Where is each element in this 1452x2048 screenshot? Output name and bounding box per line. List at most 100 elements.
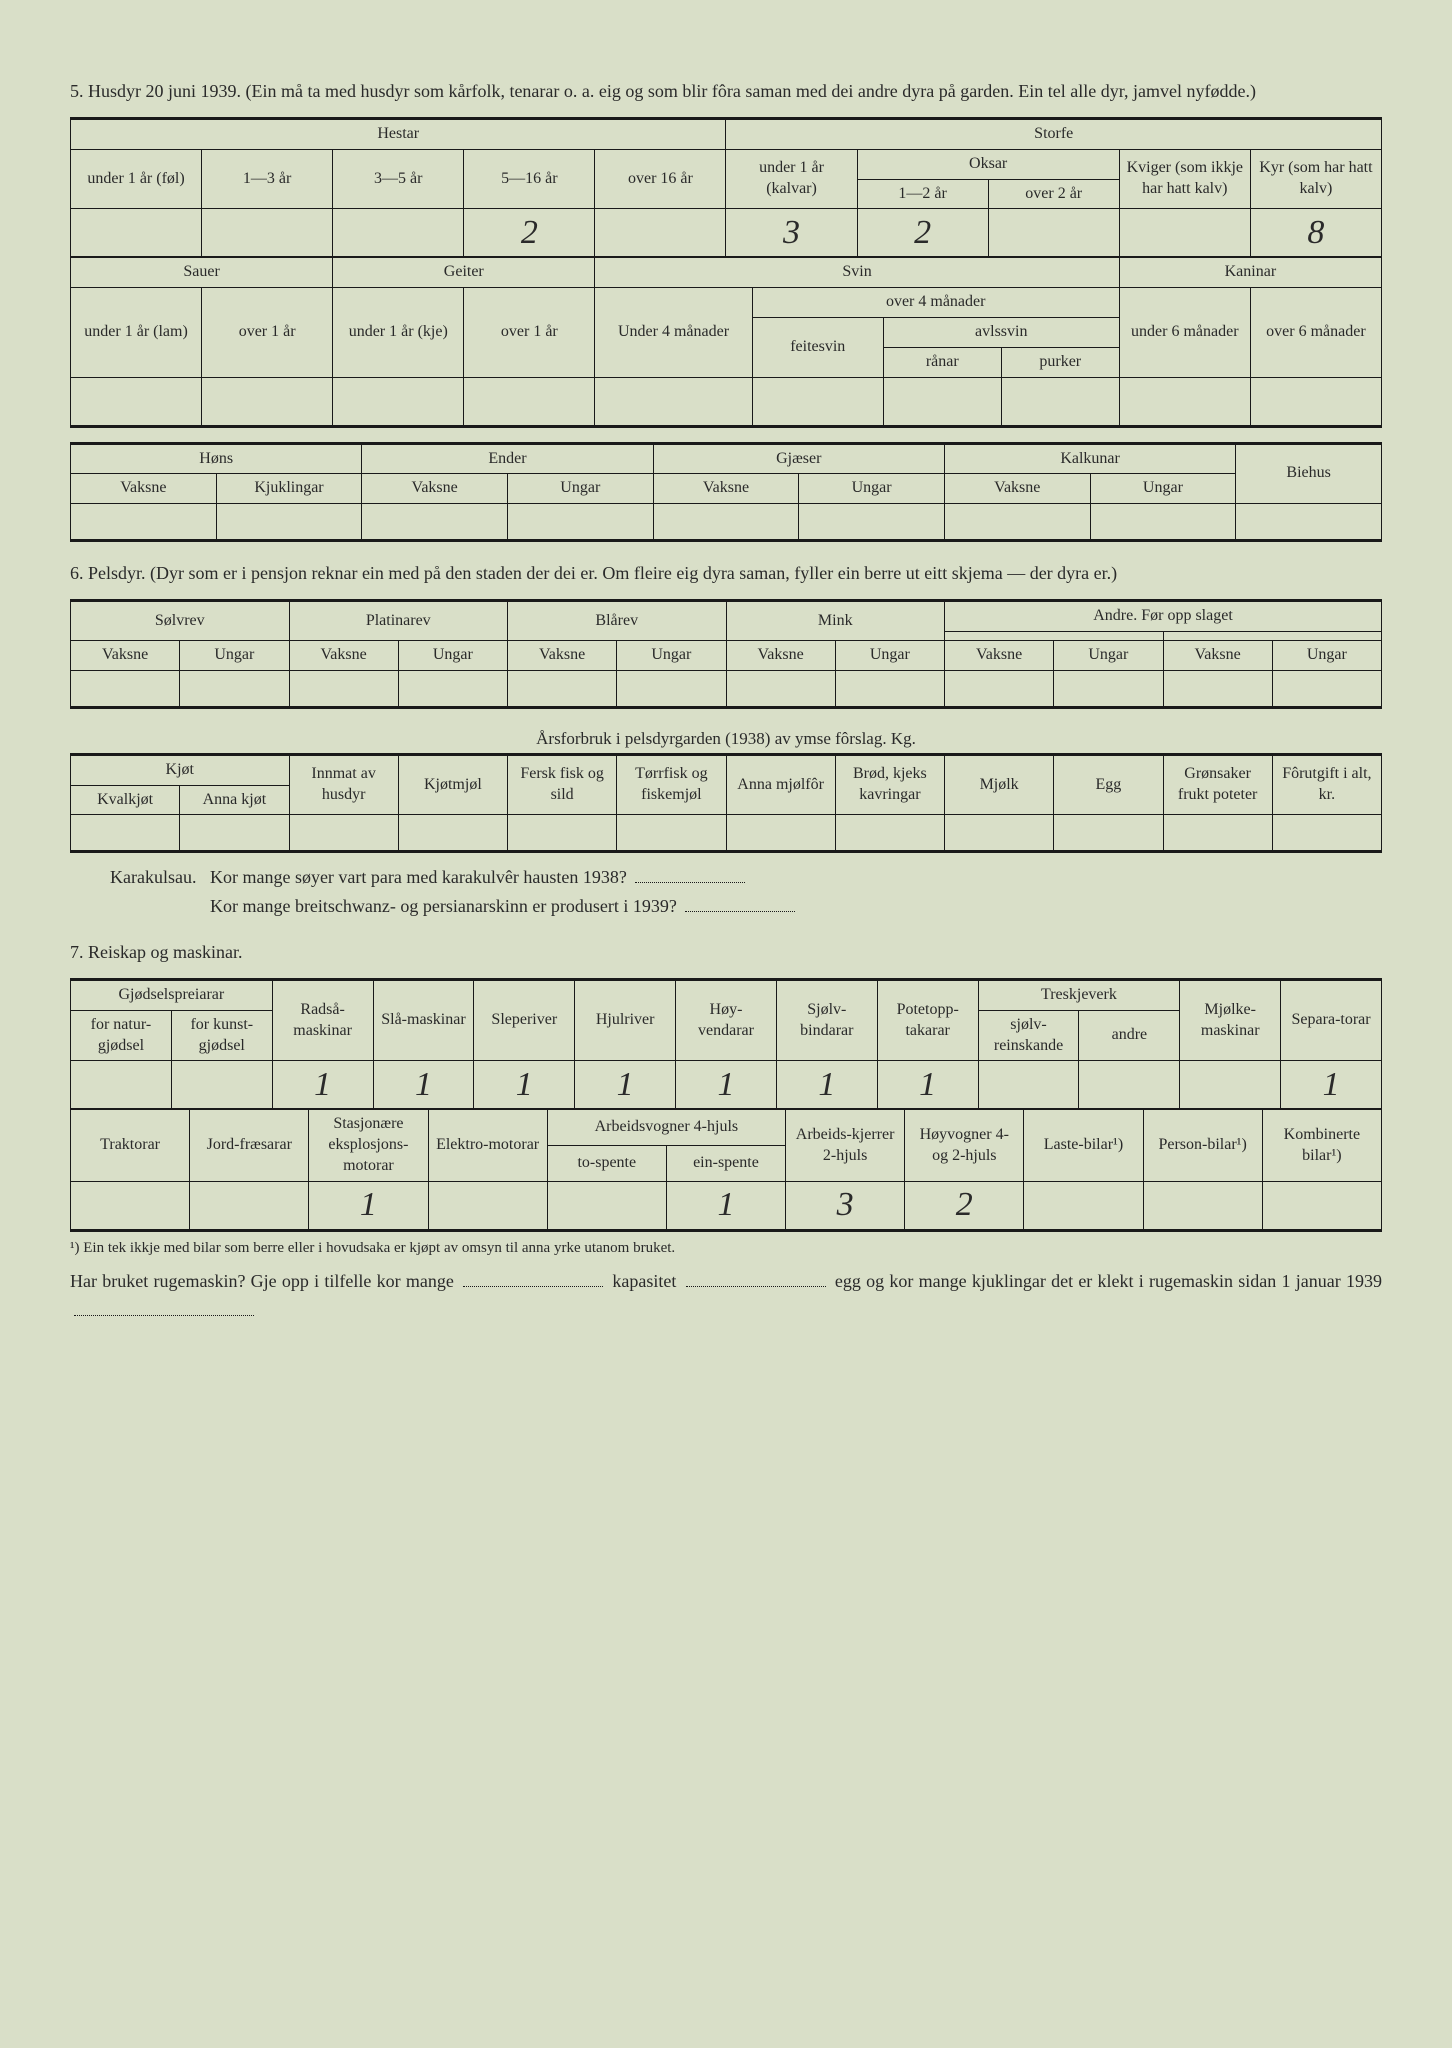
rugemaskin-fill-1 <box>463 1271 603 1287</box>
hs-val-3: 2 <box>464 209 595 257</box>
biehus-header: Biehus <box>1236 443 1382 504</box>
sr-val-2 <box>333 377 464 425</box>
slaget-1 <box>1163 631 1382 640</box>
brod-header: Brød, kjeks kavringar <box>835 754 944 815</box>
ranar: rånar <box>883 347 1001 377</box>
kjotmjol-header: Kjøtmjøl <box>398 754 507 815</box>
r2-val-10 <box>1262 1181 1381 1229</box>
fb-val-11 <box>1272 815 1381 851</box>
storfe-header: Storfe <box>726 119 1382 150</box>
r2-val-0 <box>71 1181 190 1229</box>
section-5-number: 5. <box>70 81 84 101</box>
gjaser-vaksne: Vaksne <box>653 474 799 504</box>
gjodsel-header: Gjødselspreiarar <box>71 979 273 1010</box>
annakjot-header: Anna kjøt <box>180 785 289 815</box>
p-ungar-4: Ungar <box>1054 640 1163 670</box>
r2-val-8 <box>1024 1181 1143 1229</box>
hestar-col-4: over 16 år <box>595 149 726 209</box>
r2-val-3 <box>428 1181 547 1229</box>
rugemaskin-fill-2 <box>686 1271 826 1287</box>
sr-val-0 <box>71 377 202 425</box>
pd-val-10 <box>1163 670 1272 706</box>
pd-val-5 <box>617 670 726 706</box>
rugemaskin-c: egg og kor mange kjuklingar det er klekt… <box>835 1271 1382 1291</box>
innmat-header: Innmat av husdyr <box>289 754 398 815</box>
fb-val-0 <box>71 815 180 851</box>
hs-val-8 <box>1119 209 1250 257</box>
kaninar-header: Kaninar <box>1119 258 1381 288</box>
svin-over4: over 4 månader <box>752 288 1119 318</box>
arbeidskjerrer-header: Arbeids-kjerrer 2-hjuls <box>786 1110 905 1181</box>
lastebilar-header: Laste-bilar¹) <box>1024 1110 1143 1181</box>
r1-val-5: 1 <box>575 1061 676 1109</box>
kaninar-col-1: over 6 månader <box>1250 288 1381 377</box>
avlssvin: avlssvin <box>883 317 1119 347</box>
hjulriver-header: Hjulriver <box>575 979 676 1060</box>
hons-kjuklingar: Kjuklingar <box>216 474 362 504</box>
section-6-text: Pelsdyr. (Dyr som er i pensjon reknar ei… <box>88 563 1117 583</box>
purker: purker <box>1001 347 1119 377</box>
sr-val-1 <box>202 377 333 425</box>
forbruk-caption: Årsforbruk i pelsdyrgarden (1938) av yms… <box>70 729 1382 749</box>
fowl-val-5 <box>799 504 945 540</box>
hoyvendarar-header: Høy-vendarar <box>676 979 777 1060</box>
treskjeverk-header: Treskjeverk <box>978 979 1180 1010</box>
p-ungar-0: Ungar <box>180 640 289 670</box>
fowl-val-4 <box>653 504 799 540</box>
p-vaksne-4: Vaksne <box>945 640 1054 670</box>
section-5-text: Husdyr 20 juni 1939. (Ein må ta med husd… <box>88 81 1256 101</box>
karakul-label: Karakulsau. <box>110 867 196 887</box>
pd-val-1 <box>180 670 289 706</box>
annamjol-header: Anna mjølfôr <box>726 754 835 815</box>
sla-header: Slå-maskinar <box>373 979 474 1060</box>
rugemaskin-b: kapasitet <box>612 1271 676 1291</box>
platinarev-header: Platinarev <box>289 601 508 641</box>
sauer-row-table: Sauer Geiter Svin Kaninar under 1 år (la… <box>70 257 1382 425</box>
sauer-header: Sauer <box>71 258 333 288</box>
arbeids-col-1: ein-spente <box>666 1146 785 1182</box>
arbeidsvogner-header: Arbeidsvogner 4-hjuls <box>547 1110 785 1146</box>
r1-val-9 <box>978 1061 1079 1109</box>
p-ungar-3: Ungar <box>835 640 944 670</box>
hs-val-4 <box>595 209 726 257</box>
karakul-q2-fill <box>685 896 795 912</box>
rugemaskin-question: Har bruket rugemaskin? Gje opp i tilfell… <box>70 1267 1382 1325</box>
sauer-col-1: over 1 år <box>202 288 333 377</box>
r2-val-6: 3 <box>786 1181 905 1229</box>
r2-val-9 <box>1143 1181 1262 1229</box>
sr-val-7 <box>1001 377 1119 425</box>
torrfisk-header: Tørrfisk og fiskemjøl <box>617 754 726 815</box>
fb-val-3 <box>398 815 507 851</box>
kaninar-col-0: under 6 månader <box>1119 288 1250 377</box>
pd-val-4 <box>508 670 617 706</box>
fowl-val-7 <box>1090 504 1236 540</box>
reiskap1-table: Gjødselspreiarar Radså-maskinar Slå-mask… <box>70 978 1382 1109</box>
fb-val-1 <box>180 815 289 851</box>
sr-val-9 <box>1250 377 1381 425</box>
fowl-val-8 <box>1236 504 1382 540</box>
geiter-col-1: over 1 år <box>464 288 595 377</box>
kombinerte-header: Kombinerte bilar¹) <box>1262 1110 1381 1181</box>
fowl-val-1 <box>216 504 362 540</box>
p-vaksne-2: Vaksne <box>508 640 617 670</box>
kyr-header: Kyr (som har hatt kalv) <box>1250 149 1381 209</box>
sr-val-4 <box>595 377 752 425</box>
pelsdyr-table: Sølvrev Platinarev Blårev Mink Andre. Fø… <box>70 599 1382 707</box>
ender-vaksne: Vaksne <box>362 474 508 504</box>
r1-val-0 <box>71 1061 172 1109</box>
kvalkjot-header: Kvalkjøt <box>71 785 180 815</box>
sleperiver-header: Sleperiver <box>474 979 575 1060</box>
hoyvogner-header: Høyvogner 4- og 2-hjuls <box>905 1110 1024 1181</box>
ender-header: Ender <box>362 443 653 474</box>
mjolk-header: Mjølk <box>945 754 1054 815</box>
egg-header: Egg <box>1054 754 1163 815</box>
section-7-text: Reiskap og maskinar. <box>88 942 242 962</box>
kviger-header: Kviger (som ikkje har hatt kalv) <box>1119 149 1250 209</box>
personbilar-header: Person-bilar¹) <box>1143 1110 1262 1181</box>
r2-val-1 <box>190 1181 309 1229</box>
fb-val-5 <box>617 815 726 851</box>
hs-val-2 <box>333 209 464 257</box>
pd-val-2 <box>289 670 398 706</box>
pd-val-6 <box>726 670 835 706</box>
slaget-0 <box>945 631 1164 640</box>
